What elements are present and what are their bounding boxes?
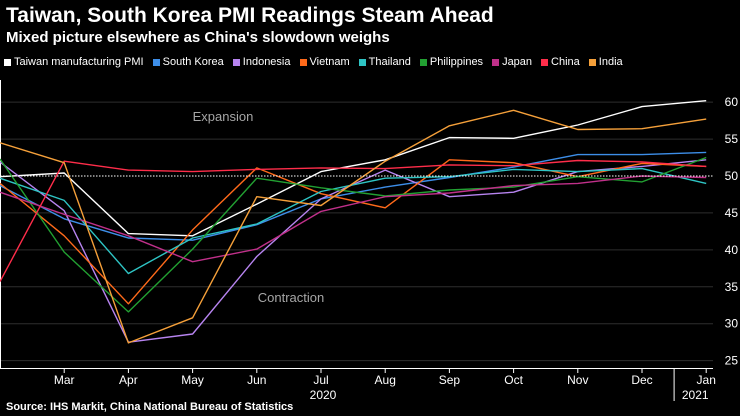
legend-swatch	[4, 58, 11, 66]
chart-subtitle: Mixed picture elsewhere as China's slowd…	[6, 29, 390, 46]
series-line-japan	[0, 175, 707, 263]
legend-label: Philippines	[429, 56, 484, 68]
legend-item-indonesia: Indonesia	[232, 56, 291, 68]
legend-swatch	[419, 58, 427, 66]
x-tick-label-sep: Sep	[439, 373, 461, 387]
y-tick-label-35: 35	[725, 280, 739, 294]
legend-label: India	[598, 56, 623, 68]
y-tick-label-50: 50	[725, 169, 739, 183]
series-line-south-korea	[0, 151, 707, 241]
legend-label: Indonesia	[242, 56, 291, 68]
y-tick-label-30: 30	[725, 317, 739, 331]
legend-swatch	[232, 58, 240, 66]
legend-swatch	[588, 58, 596, 66]
legend-swatch	[541, 58, 549, 66]
source-note: Source: IHS Markit, China National Burea…	[6, 401, 294, 413]
series-line-taiwan-manufacturing-pmi	[0, 100, 707, 237]
legend-swatch	[299, 58, 307, 66]
annotation-contraction: Contraction	[258, 290, 324, 305]
x-tick-label-may: May	[181, 373, 204, 387]
legend-label: Vietnam	[309, 56, 350, 68]
legend-item-japan: Japan	[492, 56, 532, 68]
legend-label: Japan	[502, 56, 533, 68]
legend-item-south-korea: South Korea	[152, 56, 224, 68]
legend-label: China	[551, 56, 580, 68]
legend: Taiwan manufacturing PMI South Korea Indon…	[4, 56, 623, 68]
year-label-2020: 2020	[310, 388, 337, 402]
legend-item-china: China	[541, 56, 580, 68]
x-tick-label-oct: Oct	[504, 373, 523, 387]
y-tick-label-25: 25	[725, 354, 739, 368]
legend-item-vietnam: Vietnam	[299, 56, 350, 68]
legend-swatch	[492, 58, 500, 66]
legend-label: Taiwan manufacturing PMI	[14, 56, 144, 68]
x-tick-label-aug: Aug	[375, 373, 396, 387]
y-tick-label-60: 60	[725, 95, 739, 109]
x-tick-label-nov: Nov	[567, 373, 588, 387]
x-tick-label-jun: Jun	[247, 373, 266, 387]
x-tick-label-jan: Jan	[697, 373, 716, 387]
series-line-india	[0, 109, 707, 344]
legend-label: South Korea	[162, 56, 224, 68]
y-tick-label-45: 45	[725, 206, 739, 220]
year-label-2021: 2021	[682, 388, 709, 402]
series-line-china	[0, 159, 707, 282]
legend-item-thailand: Thailand	[358, 56, 411, 68]
legend-label: Thailand	[368, 56, 411, 68]
legend-item-philippines: Philippines	[419, 56, 484, 68]
x-tick-label-mar: Mar	[54, 373, 75, 387]
chart-title: Taiwan, South Korea PMI Readings Steam A…	[6, 4, 494, 27]
legend-item-india: India	[588, 56, 623, 68]
x-tick-label-apr: Apr	[119, 373, 138, 387]
series-line-indonesia	[0, 159, 707, 343]
annotation-expansion: Expansion	[193, 109, 254, 124]
legend-item-taiwan-manufacturing-pmi: Taiwan manufacturing PMI	[4, 56, 144, 68]
series-line-vietnam	[0, 159, 707, 305]
legend-swatch	[152, 58, 160, 66]
y-tick-label-40: 40	[725, 243, 739, 257]
x-tick-label-dec: Dec	[631, 373, 652, 387]
series-line-thailand	[0, 167, 707, 275]
legend-swatch	[358, 58, 366, 66]
x-tick-label-jul: Jul	[313, 373, 328, 387]
y-tick-label-55: 55	[725, 132, 739, 146]
series-line-philippines	[0, 156, 707, 313]
